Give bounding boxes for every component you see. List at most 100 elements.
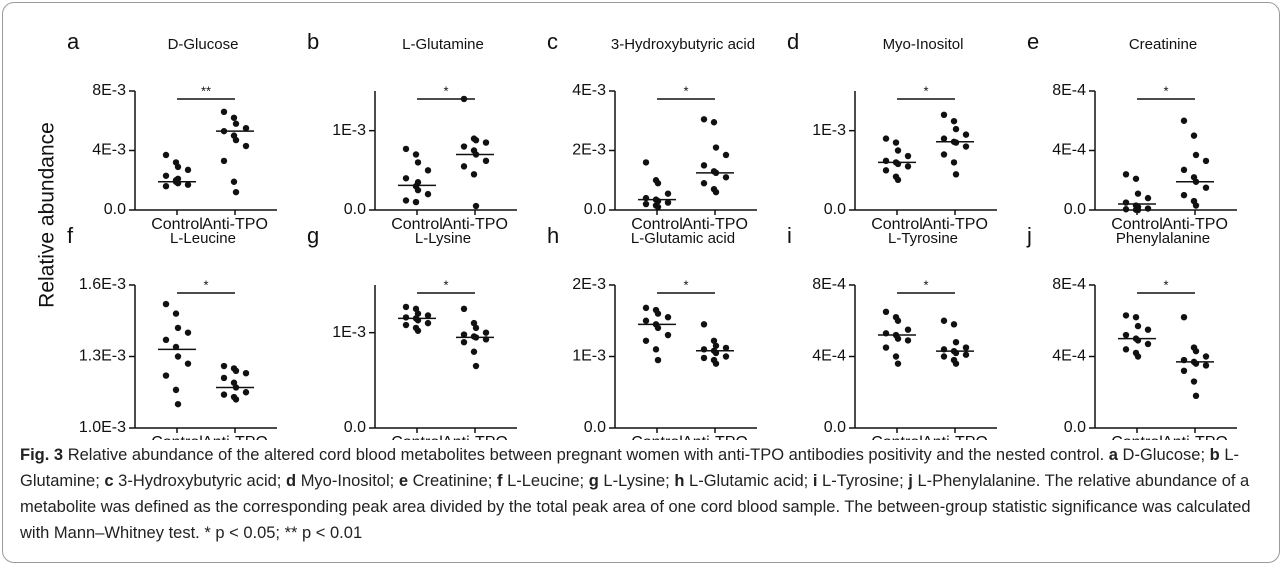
data-point [460, 331, 468, 338]
x-tick-label: Control [1111, 434, 1163, 440]
data-point [962, 143, 970, 150]
data-point [174, 353, 182, 360]
data-point [414, 327, 422, 334]
data-point [232, 396, 240, 403]
caption-item: L-Lysine; [603, 472, 670, 490]
data-point [414, 186, 422, 194]
caption-label: Fig. 3 [20, 446, 64, 464]
data-point [172, 386, 180, 394]
data-point [950, 321, 958, 328]
x-tick-label: Anti-TPO [682, 216, 748, 233]
data-point [962, 344, 970, 351]
data-point [424, 190, 432, 198]
data-point [232, 136, 240, 144]
data-point [904, 326, 912, 333]
caption-item: 3-Hydroxybutyric acid; [118, 472, 282, 490]
data-point [472, 136, 480, 144]
caption-key: h [674, 472, 685, 490]
data-point [242, 389, 250, 396]
caption-key: f [496, 472, 503, 490]
data-point [664, 331, 672, 339]
y-tick-label: 2E-3 [572, 276, 606, 293]
caption-key: e [398, 472, 408, 490]
data-point [230, 178, 238, 185]
data-point [894, 317, 902, 324]
data-point [722, 353, 730, 360]
data-point [220, 391, 228, 398]
y-tick-label: 0.0 [1064, 201, 1086, 218]
x-tick-label: Control [871, 216, 923, 233]
data-point [700, 116, 708, 123]
data-point [402, 321, 410, 329]
data-point [894, 147, 902, 154]
x-tick-label: Control [631, 434, 683, 440]
data-point [1180, 117, 1188, 124]
x-tick-label: Control [151, 434, 203, 440]
panel-letter: f [67, 223, 74, 248]
data-point [232, 120, 240, 127]
data-point [184, 181, 192, 188]
data-point [1132, 175, 1140, 182]
data-point [1134, 190, 1142, 197]
significance-label: * [923, 83, 928, 98]
data-point [1144, 326, 1152, 333]
caption-item: Myo-Inositol; [300, 472, 395, 490]
panel-title: L-Glutamine [402, 36, 484, 53]
y-tick-label: 8E-4 [812, 276, 846, 293]
data-point [712, 144, 720, 151]
x-tick-label: Anti-TPO [922, 434, 988, 440]
data-point [882, 344, 890, 351]
caption-item: L-Glutamine; [20, 446, 1240, 490]
y-tick-label: 4E-3 [572, 82, 606, 99]
data-point [412, 198, 420, 206]
panel-letter: j [1026, 223, 1032, 248]
data-point [162, 300, 170, 308]
data-point [460, 305, 468, 313]
data-point [700, 346, 708, 353]
data-point [174, 163, 182, 171]
data-point [184, 166, 192, 174]
data-point [402, 145, 410, 153]
data-point [162, 336, 170, 344]
data-point [232, 367, 240, 374]
y-tick-label: 0.0 [584, 201, 606, 218]
data-point [904, 152, 912, 160]
data-point [184, 329, 192, 336]
data-point [892, 353, 900, 360]
data-point [952, 360, 960, 367]
panel-letter: b [307, 29, 319, 54]
data-point [882, 308, 890, 316]
data-point [482, 157, 490, 165]
data-point [1134, 206, 1142, 214]
data-point [664, 199, 672, 206]
data-point [952, 339, 960, 346]
data-point [472, 362, 480, 370]
data-point [894, 360, 902, 367]
panel-title: D-Glucose [168, 36, 239, 53]
panel-letter: e [1027, 29, 1039, 54]
data-point [1144, 340, 1152, 348]
panel-letter: d [787, 29, 799, 54]
data-point [712, 360, 720, 367]
panel-letter: i [787, 223, 792, 248]
data-point [230, 114, 238, 121]
data-point [722, 151, 730, 159]
data-point [904, 337, 912, 344]
data-point [642, 317, 650, 324]
y-axis-label: Relative abundance [36, 122, 59, 308]
x-tick-label: Anti-TPO [442, 434, 508, 440]
data-point [402, 303, 410, 311]
y-tick-label: 1.0E-3 [79, 419, 126, 436]
y-tick-label: 1E-3 [812, 122, 846, 139]
data-point [940, 111, 948, 119]
caption-key: g [588, 472, 599, 490]
data-point [424, 319, 432, 327]
data-point [1122, 346, 1130, 353]
data-point [1134, 353, 1142, 360]
data-point [664, 190, 672, 197]
significance-label: * [1163, 83, 1168, 98]
significance-label: * [683, 83, 688, 98]
data-point [162, 372, 170, 379]
data-point [950, 117, 958, 125]
